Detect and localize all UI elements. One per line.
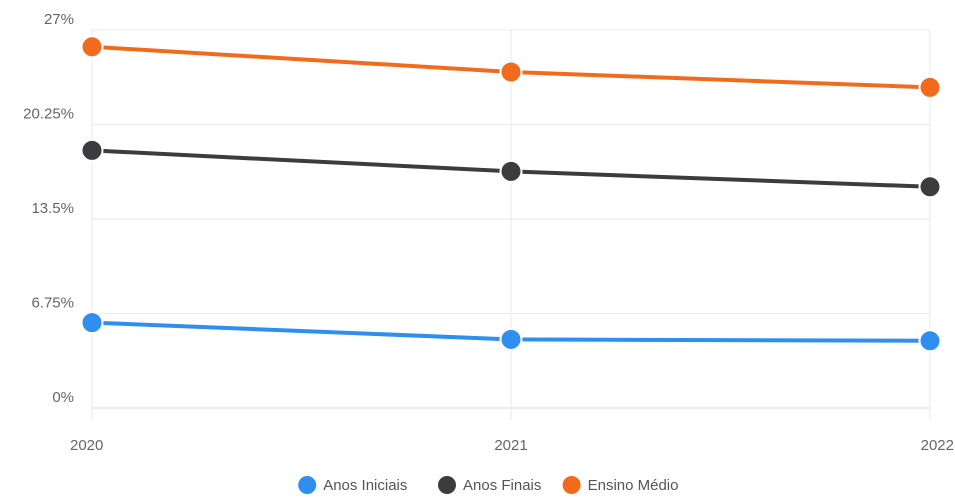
axis-layer: 0% 6.75% 13.5% 20.25% 27% 2020 2021 2022 [23,11,954,454]
legend-marker [562,476,581,494]
data-point[interactable] [499,60,523,84]
data-point[interactable] [918,175,942,199]
legend-item[interactable]: Ensino Médio [562,476,679,494]
legend-marker [438,476,456,494]
data-point[interactable] [918,75,942,99]
y-tick-label: 20.25% [23,106,74,123]
legend[interactable]: Anos Iniciais Anos Finais Ensino Médio [298,476,678,494]
legend-label: Anos Finais [463,477,541,494]
data-point[interactable] [80,35,104,59]
data-point[interactable] [918,329,942,353]
legend-marker [298,476,317,494]
y-tick-label: 6.75% [31,295,74,312]
series-layer [80,35,942,353]
x-tick-label: 2021 [494,437,527,454]
legend-label: Ensino Médio [588,477,679,494]
data-point[interactable] [80,138,104,162]
legend-item[interactable]: Anos Finais [438,476,541,494]
data-point[interactable] [499,327,523,351]
legend-label: Anos Iniciais [323,477,407,494]
legend-item[interactable]: Anos Iniciais [298,476,407,494]
y-tick-label: 13.5% [31,200,74,217]
data-point[interactable] [499,159,523,183]
x-tick-label: 2022 [921,437,954,454]
y-tick-label: 0% [52,389,74,406]
grid-layer [91,29,931,420]
data-point[interactable] [80,311,104,335]
y-tick-label: 27% [44,11,74,28]
x-tick-label: 2020 [70,437,103,454]
